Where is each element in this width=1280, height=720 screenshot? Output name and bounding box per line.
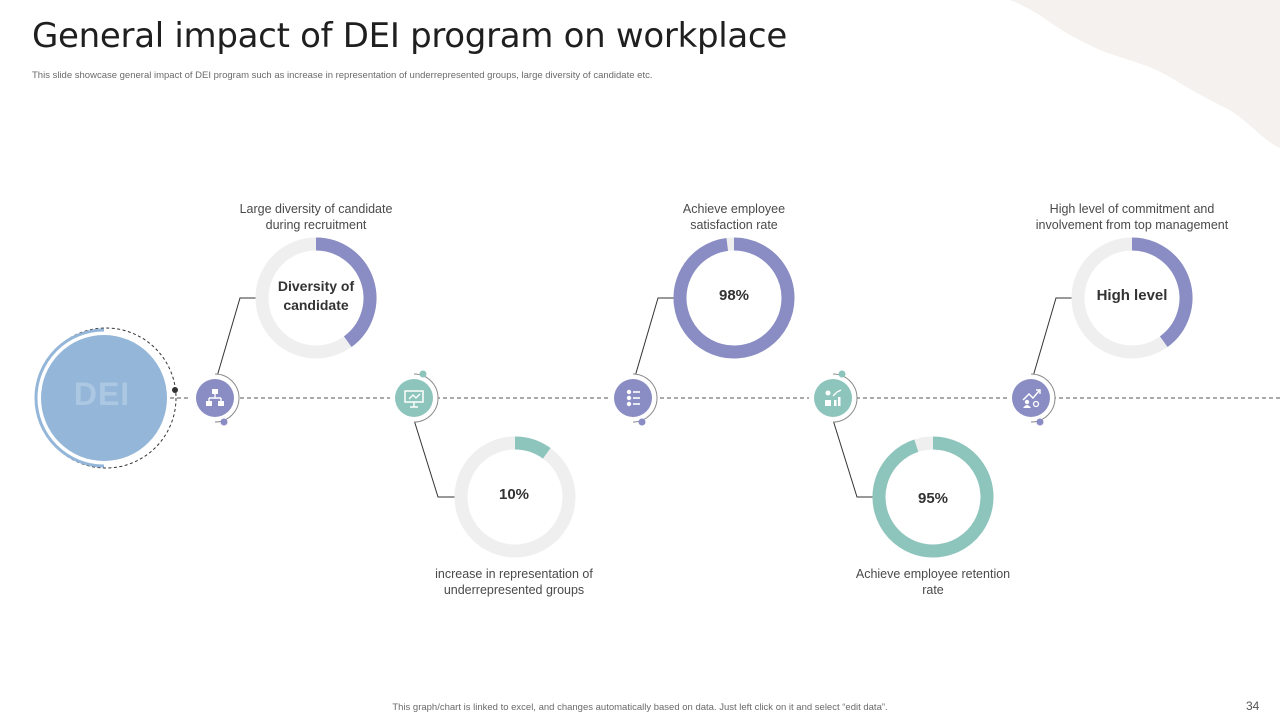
node-5 (1007, 373, 1056, 426)
node-1 (191, 373, 240, 426)
dei-hub-label: DEI (73, 376, 131, 412)
footer-note: This graph/chart is linked to excel, and… (392, 702, 888, 713)
page-subtitle: This slide showcase general impact of DE… (32, 70, 653, 81)
caption-text: increase in representation of underrepre… (435, 567, 593, 597)
ring-label-satisfaction: 98% (674, 287, 794, 307)
ring-label-text: High level (1096, 287, 1168, 304)
caption-text: Achieve employee retention rate (855, 567, 1011, 597)
caption-text: Large diversity of candidate during recr… (239, 202, 393, 232)
donut-ring-5 (1071, 237, 1193, 359)
donut-ring-3 (673, 237, 795, 359)
growth-chart-icon (825, 389, 842, 406)
ring-label-text: Diversity of candidate (277, 278, 355, 313)
caption-satisfaction: Achieve employee satisfaction rate (624, 201, 844, 233)
page-number: 34 (1246, 699, 1260, 713)
caption-commitment: High level of commitment and involvement… (1022, 201, 1242, 233)
caption-diversity: Large diversity of candidate during recr… (206, 201, 426, 233)
ring-label-text: 95% (917, 490, 949, 507)
hierarchy-icon (206, 389, 224, 406)
ring-label-retention: 95% (873, 490, 993, 510)
donut-value-arc (673, 237, 795, 359)
node-3 (609, 373, 658, 426)
list-icon (626, 389, 640, 407)
caption-representation: increase in representation of underrepre… (404, 566, 624, 598)
caption-text: High level of commitment and involvement… (1035, 202, 1229, 232)
page-title: General impact of DEI program on workpla… (32, 16, 787, 56)
presentation-icon (404, 390, 424, 408)
ring-label-text: 98% (718, 287, 750, 304)
donut-value-arc (514, 436, 551, 459)
connector-2 (413, 419, 455, 498)
donut-ring-2 (454, 436, 576, 558)
node-accent-dot (220, 418, 228, 426)
management-growth-icon (1022, 389, 1041, 408)
ring-label-diversity: Diversity of candidate (256, 277, 376, 317)
donut-value-arc (872, 436, 994, 558)
ring-label-representation: 10% (454, 486, 574, 506)
donut-value-arc (315, 237, 377, 347)
node-accent-dot (1036, 418, 1044, 426)
dei-hub (34, 327, 178, 469)
connector-1 (215, 297, 256, 381)
node-accent-dot (638, 418, 646, 426)
ring-label-commitment: High level (1072, 287, 1192, 307)
caption-text: Achieve employee satisfaction rate (682, 202, 786, 232)
node-circle (814, 379, 852, 417)
ring-label-text: 10% (498, 486, 530, 503)
caption-retention: Achieve employee retention rate (823, 566, 1043, 598)
connector-4 (832, 419, 873, 498)
donut-ring-4 (872, 436, 994, 558)
donut-value-arc (1131, 237, 1193, 347)
node-accent-dot (419, 370, 427, 378)
donut-ring-1 (255, 237, 377, 359)
connector-3 (633, 297, 674, 381)
node-circle (1012, 379, 1050, 417)
node-2 (390, 370, 439, 423)
node-circle (395, 379, 433, 417)
connector-5 (1031, 297, 1072, 381)
node-accent-dot (838, 370, 846, 378)
node-4 (809, 370, 858, 423)
connectors (215, 297, 1072, 498)
